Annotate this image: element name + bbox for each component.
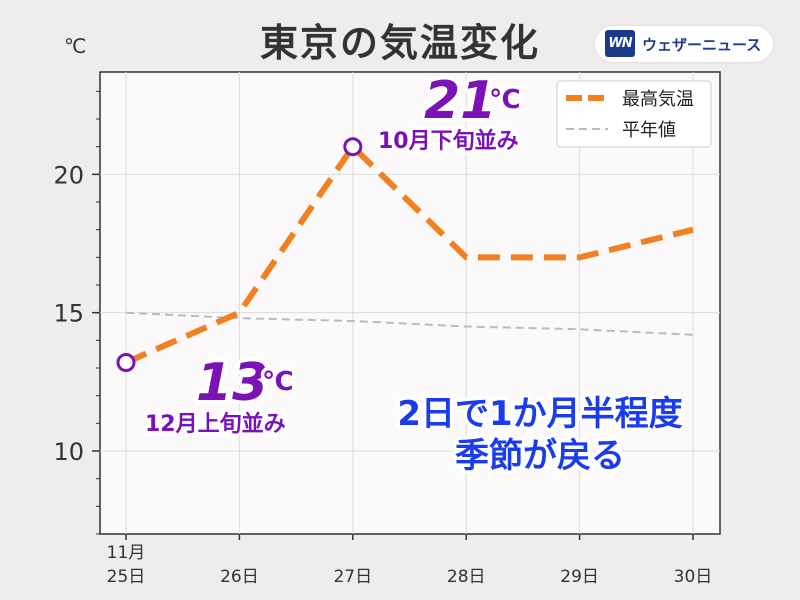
weathernews-logo-icon: WN (605, 30, 635, 57)
plot-area (99, 71, 721, 535)
annotation-low-note: 12月上旬並み (145, 411, 286, 437)
highlight-point (116, 352, 136, 372)
y-axis-unit: ℃ (64, 34, 87, 58)
legend-label-normal: 平年値 (622, 120, 676, 141)
x-tick-label: 25日 (107, 567, 146, 587)
legend-label-max-temp: 最高気温 (622, 89, 694, 110)
x-tick-label: 29日 (560, 567, 599, 587)
annotation-message-line: 2日で1か月半程度 (397, 394, 682, 434)
annotation-high-unit: ℃ (489, 85, 520, 115)
annotation-message-line: 季節が戻る (455, 436, 625, 476)
chart-title: 東京の気温変化 (259, 21, 540, 65)
series-line-normal (125, 311, 694, 336)
y-tick-label: 20 (53, 161, 84, 189)
annotation-high-note: 10月下旬並み (378, 128, 519, 154)
y-tick-label: 15 (53, 300, 84, 328)
series-line-max-temp (124, 142, 694, 366)
x-tick-label: 30日 (674, 567, 713, 587)
annotation-low-value: 13 (196, 353, 268, 413)
x-month-label: 11月 (107, 543, 146, 563)
x-tick-label: 28日 (447, 567, 486, 587)
brand-name: ウェザーニュース (642, 36, 762, 54)
x-tick-label: 26日 (220, 567, 259, 587)
brand-badge: WN ウェザーニュース (595, 26, 773, 62)
annotation-high-value: 21 (424, 71, 496, 131)
x-tick-label: 27日 (333, 567, 372, 587)
annotation-low-unit: ℃ (262, 367, 293, 397)
y-tick-label: 10 (53, 438, 84, 466)
highlight-point (343, 137, 363, 157)
